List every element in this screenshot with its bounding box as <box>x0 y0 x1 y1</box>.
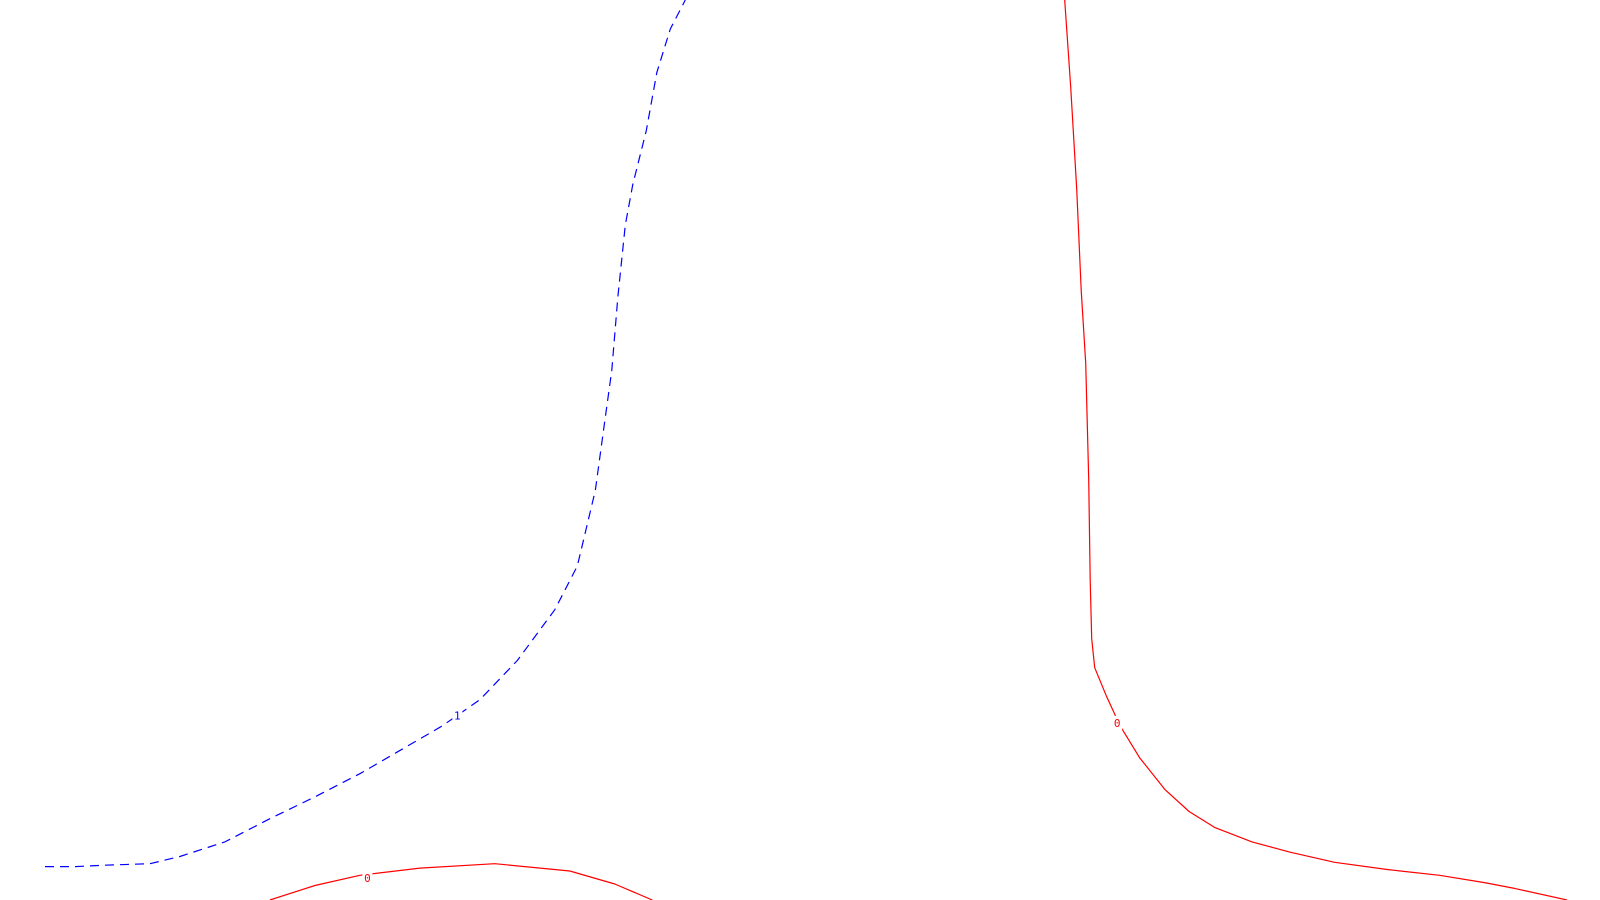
contour-label-background <box>452 708 463 723</box>
contour-label: 1 <box>454 710 461 723</box>
contour-line-level-0-segment-0 <box>269 863 653 900</box>
contour-label: 0 <box>1114 717 1121 730</box>
contour-label-background <box>1112 715 1123 730</box>
contour-label: 0 <box>364 872 371 885</box>
contour-line-level-0-segment-1 <box>1064 0 1568 900</box>
contour-line-level-1-segment-0 <box>45 0 686 868</box>
contour-label-background <box>362 871 373 886</box>
